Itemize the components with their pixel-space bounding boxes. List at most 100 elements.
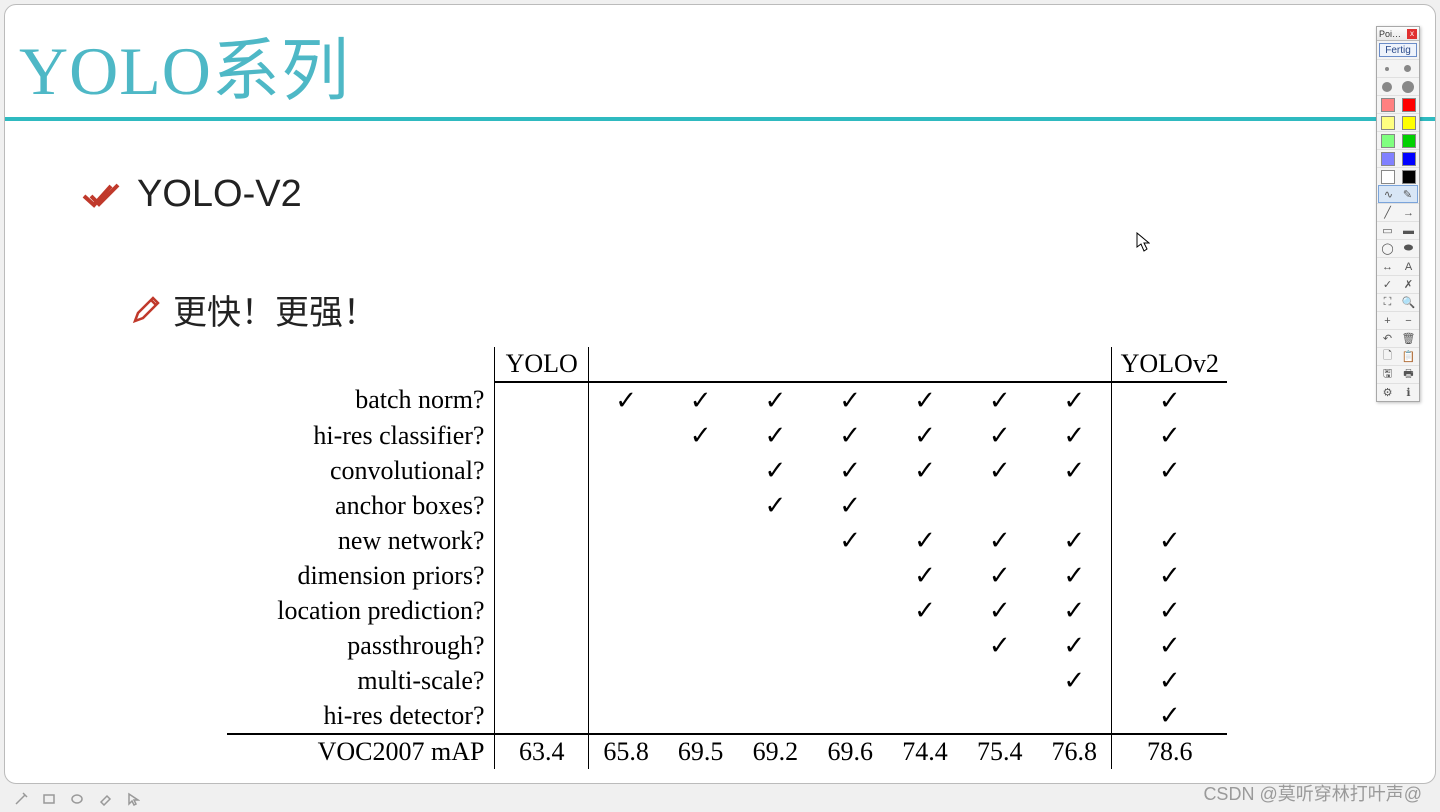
tool-icon[interactable]: + <box>1380 315 1396 327</box>
table-cell: 69.2 <box>738 734 813 769</box>
palette-color-row[interactable] <box>1377 149 1419 167</box>
palette-color-row[interactable] <box>1377 167 1419 185</box>
tool-icon[interactable]: ✎ <box>1400 188 1416 201</box>
close-icon[interactable]: x <box>1407 29 1417 39</box>
table-cell: ✓ <box>1037 593 1112 628</box>
tool-icon[interactable]: ⬬ <box>1401 242 1417 255</box>
erase-tool-icon[interactable] <box>98 792 112 806</box>
table-cell: 78.6 <box>1112 734 1227 769</box>
table-cell: ✓ <box>962 418 1037 453</box>
color-swatch[interactable] <box>1402 116 1416 130</box>
brush-size-row-1[interactable] <box>1377 59 1419 77</box>
palette-tool-row[interactable]: ∿✎ <box>1378 185 1418 203</box>
tool-icon[interactable]: ▭ <box>1380 224 1396 237</box>
palette-tool-row[interactable]: ▭▬ <box>1377 221 1419 239</box>
tool-icon[interactable]: → <box>1401 207 1417 219</box>
table-cell <box>962 663 1037 698</box>
row-label: hi-res detector? <box>227 698 495 734</box>
dot-small-icon[interactable] <box>1385 67 1389 71</box>
palette-color-row[interactable] <box>1377 131 1419 149</box>
color-swatch[interactable] <box>1402 152 1416 166</box>
done-button[interactable]: Fertig <box>1379 43 1417 57</box>
table-cell: ✓ <box>888 558 963 593</box>
dot-xl-icon[interactable] <box>1402 81 1414 93</box>
palette-color-row[interactable] <box>1377 95 1419 113</box>
table-cell <box>663 488 738 523</box>
tool-icon[interactable]: ╱ <box>1380 206 1396 219</box>
dot-large-icon[interactable] <box>1382 82 1392 92</box>
dot-med-icon[interactable] <box>1404 65 1411 72</box>
tool-icon[interactable]: 🔍 <box>1401 296 1417 309</box>
pointer-tool-icon[interactable] <box>126 792 140 806</box>
tool-icon[interactable]: 🗑 <box>1401 332 1417 345</box>
table-cell <box>663 558 738 593</box>
tool-icon[interactable]: − <box>1401 315 1417 327</box>
palette-tool-row[interactable]: ╱→ <box>1377 203 1419 221</box>
row-label: batch norm? <box>227 382 495 418</box>
palette-tool-row[interactable]: +− <box>1377 311 1419 329</box>
brush-size-row-2[interactable] <box>1377 77 1419 95</box>
color-swatch[interactable] <box>1402 134 1416 148</box>
tool-icon[interactable]: ⛶ <box>1380 296 1396 309</box>
tool-icon[interactable]: ↔ <box>1380 261 1396 273</box>
table-cell: ✓ <box>1037 418 1112 453</box>
palette-tool-row[interactable]: ↶🗑 <box>1377 329 1419 347</box>
palette-tool-row[interactable]: 🖫🖶 <box>1377 365 1419 383</box>
rect-tool-icon[interactable] <box>42 792 56 806</box>
table-row: convolutional?✓✓✓✓✓✓ <box>227 453 1227 488</box>
color-swatch[interactable] <box>1381 98 1395 112</box>
table-cell <box>888 698 963 734</box>
table-header <box>588 347 663 382</box>
table-cell: ✓ <box>813 382 888 418</box>
color-swatch[interactable] <box>1381 116 1395 130</box>
palette-titlebar[interactable]: Poi… x <box>1377 27 1419 41</box>
tool-icon[interactable]: 🖫 <box>1380 365 1396 384</box>
tool-icon[interactable]: ℹ <box>1401 386 1417 399</box>
color-swatch[interactable] <box>1402 170 1416 184</box>
palette-tool-row[interactable]: ⚙ℹ <box>1377 383 1419 401</box>
tool-icon[interactable]: 🖶 <box>1401 365 1417 384</box>
row-label: convolutional? <box>227 453 495 488</box>
color-swatch[interactable] <box>1402 98 1416 112</box>
table-cell: ✓ <box>738 488 813 523</box>
table-row: dimension priors?✓✓✓✓ <box>227 558 1227 593</box>
table-cell <box>738 628 813 663</box>
table-cell: ✓ <box>1037 628 1112 663</box>
table-row: location prediction?✓✓✓✓ <box>227 593 1227 628</box>
color-swatch[interactable] <box>1381 170 1395 184</box>
tool-icon[interactable]: ∿ <box>1381 188 1397 201</box>
color-swatch[interactable] <box>1381 134 1395 148</box>
tool-icon[interactable]: ▬ <box>1401 225 1417 237</box>
table-cell: ✓ <box>1112 628 1227 663</box>
palette-tool-row[interactable]: ↔A <box>1377 257 1419 275</box>
sub-section-row: 更快！更强！ <box>129 285 377 334</box>
table-cell: ✓ <box>1112 698 1227 734</box>
table-cell: ✓ <box>962 453 1037 488</box>
palette-tool-row[interactable]: ✓✗ <box>1377 275 1419 293</box>
cursor-icon <box>1136 232 1150 252</box>
table-cell: ✓ <box>1037 558 1112 593</box>
table-cell: ✓ <box>738 418 813 453</box>
pen-tool-icon[interactable] <box>14 792 28 806</box>
tool-icon[interactable]: ✗ <box>1401 278 1417 291</box>
title-underline <box>5 117 1435 121</box>
color-swatch[interactable] <box>1381 152 1395 166</box>
tool-icon[interactable]: 🗋 <box>1380 347 1396 366</box>
tool-icon[interactable]: ✓ <box>1380 278 1396 291</box>
table-header: YOLO <box>495 347 588 382</box>
tool-icon[interactable]: 📋 <box>1401 350 1417 363</box>
annotation-palette[interactable]: Poi… x Fertig ∿✎╱→▭▬◯⬬↔A✓✗⛶🔍+−↶🗑🗋📋🖫🖶⚙ℹ <box>1376 26 1420 402</box>
palette-tool-row[interactable]: ⛶🔍 <box>1377 293 1419 311</box>
table-cell <box>962 698 1037 734</box>
palette-color-row[interactable] <box>1377 113 1419 131</box>
palette-tool-row[interactable]: ◯⬬ <box>1377 239 1419 257</box>
ellipse-tool-icon[interactable] <box>70 792 84 806</box>
tool-icon[interactable]: ↶ <box>1380 332 1396 345</box>
tool-icon[interactable]: A <box>1401 261 1417 273</box>
palette-tool-row[interactable]: 🗋📋 <box>1377 347 1419 365</box>
row-label: hi-res classifier? <box>227 418 495 453</box>
table-cell: ✓ <box>663 418 738 453</box>
section-text: YOLO-V2 <box>137 173 302 216</box>
tool-icon[interactable]: ◯ <box>1380 242 1396 255</box>
tool-icon[interactable]: ⚙ <box>1380 386 1396 399</box>
